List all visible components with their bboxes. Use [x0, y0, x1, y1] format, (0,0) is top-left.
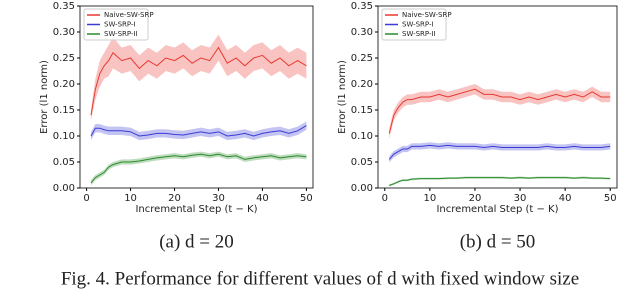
x-tick-label: 40	[256, 193, 269, 204]
x-tick-label: 30	[514, 193, 527, 204]
y-tick-label: 0.20	[351, 79, 373, 90]
y-tick-label: 0.05	[53, 157, 75, 168]
legend-box	[381, 8, 447, 41]
subplot: 0.00 0.05 0.10 0.15 0.20 0.25 0.30 0.35 0 10 20 30 4…	[39, 1, 314, 252]
x-tick-label: 40	[559, 193, 572, 204]
legend-label: Naive-SW-SRP	[104, 11, 154, 19]
x-axis-label: Incremental Step (t − K)	[436, 204, 558, 215]
legend-box	[83, 8, 149, 41]
plot-frame	[377, 5, 618, 189]
y-tick-label: 0.30	[351, 27, 373, 38]
series-line	[389, 177, 611, 186]
x-tick-label: 10	[124, 193, 137, 204]
y-tick-label: 0.15	[351, 105, 373, 116]
series-line	[388, 88, 611, 134]
error-band	[389, 142, 611, 163]
error-band	[389, 176, 611, 187]
x-tick-label: 20	[168, 193, 181, 204]
legend-label: SW-SRP-II	[104, 30, 138, 38]
x-tick-label: 20	[469, 193, 482, 204]
y-tick-label: 0.30	[53, 27, 75, 38]
legend-label: SW-SRP-I	[104, 21, 136, 29]
legend-label: SW-SRP-II	[402, 30, 436, 38]
y-tick-label: 0.00	[351, 183, 373, 194]
y-tick-label: 0.20	[53, 79, 75, 90]
y-tick-label: 0.25	[351, 53, 373, 64]
x-axis-label: Incremental Step (t − K)	[135, 204, 257, 215]
y-tick-label: 0.35	[351, 1, 373, 12]
y-axis-label: Error (l1 norm)	[337, 60, 348, 134]
subplot-caption: (a) d = 20	[159, 231, 234, 252]
subplot: 0.00 0.05 0.10 0.15 0.20 0.25 0.30 0.35 0 10 20 30 4…	[337, 1, 618, 252]
x-tick-label: 0	[382, 193, 388, 204]
x-tick-label: 10	[423, 193, 436, 204]
series-line	[388, 144, 611, 160]
x-tick-label: 50	[604, 193, 617, 204]
error-band	[90, 34, 307, 121]
x-tick-label: 50	[300, 193, 313, 204]
legend-label: Naive-SW-SRP	[402, 11, 452, 19]
y-tick-label: 0.35	[53, 1, 75, 12]
y-tick-label: 0.10	[53, 131, 75, 142]
subplot-caption: (b) d = 50	[460, 231, 536, 252]
y-axis-label: Error (l1 norm)	[39, 60, 50, 134]
series-line	[90, 46, 307, 116]
y-tick-label: 0.00	[53, 183, 75, 194]
figure-caption: Fig. 4. Performance for different values…	[61, 268, 579, 289]
x-tick-label: 0	[83, 193, 89, 204]
y-tick-label: 0.15	[53, 105, 75, 116]
series-line	[90, 153, 307, 184]
y-tick-label: 0.05	[351, 157, 373, 168]
legend-label: SW-SRP-I	[402, 21, 434, 29]
error-band	[389, 84, 611, 139]
y-tick-label: 0.25	[53, 53, 75, 64]
plot-frame	[79, 5, 314, 189]
y-tick-label: 0.10	[351, 131, 373, 142]
series-line	[90, 125, 307, 137]
x-tick-label: 30	[212, 193, 225, 204]
